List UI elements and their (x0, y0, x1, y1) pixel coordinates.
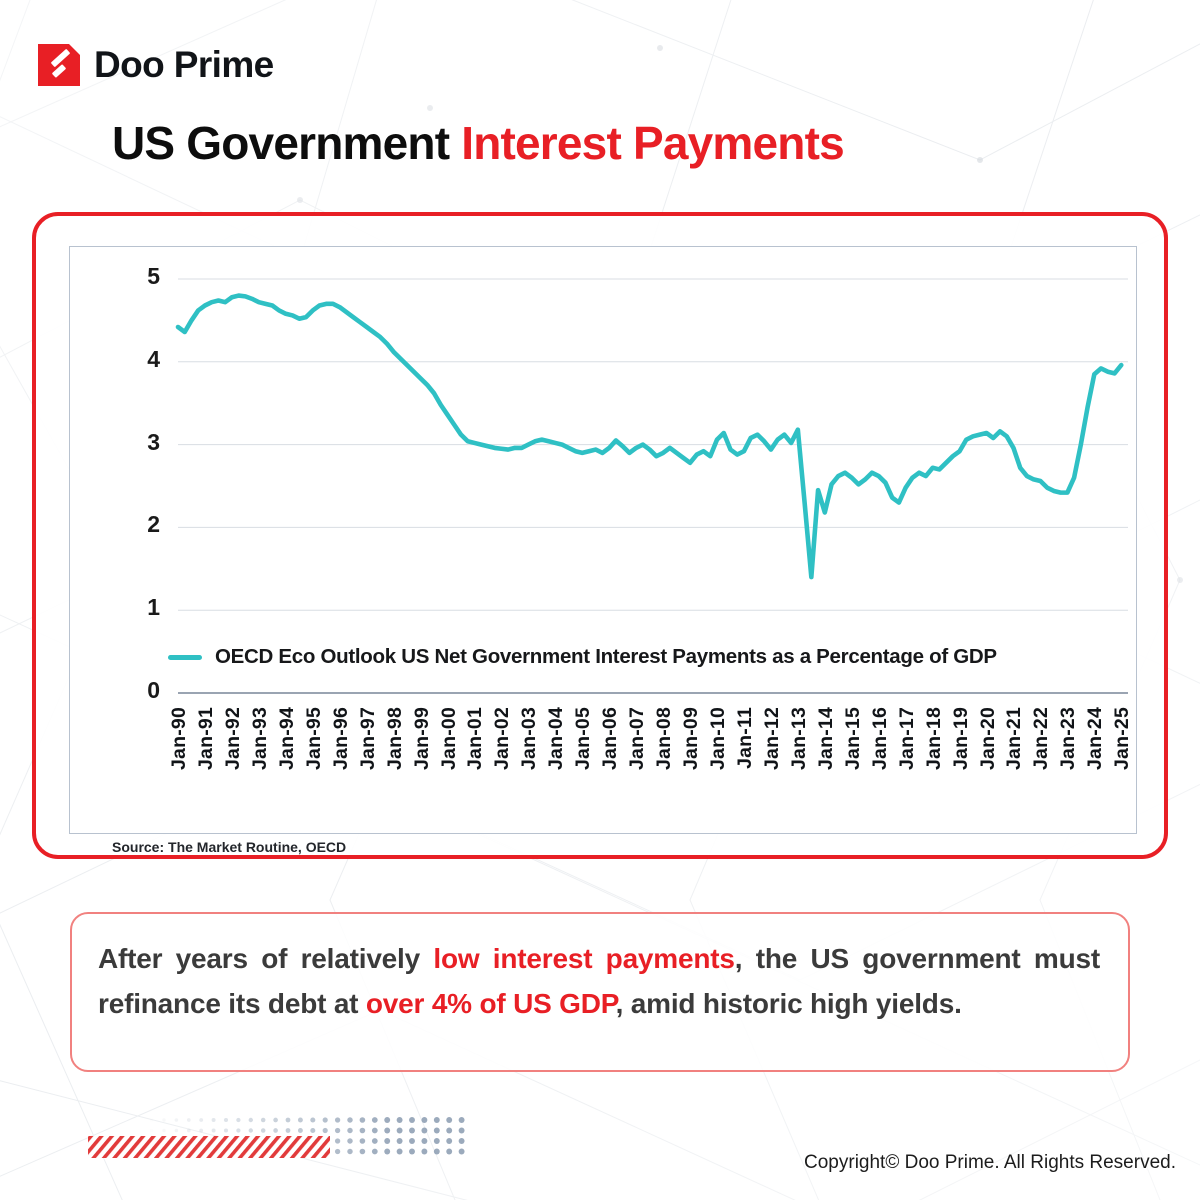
x-tick-jan-94: Jan-94 (275, 707, 298, 770)
x-tick-jan-97: Jan-97 (356, 707, 379, 770)
chart-frame: 0 1 2 3 4 5 OECD Eco Outlook US Net Governmen… (32, 212, 1168, 859)
x-tick-jan-01: Jan-01 (464, 707, 487, 770)
x-tick-jan-92: Jan-92 (221, 707, 244, 770)
title-part-accent: Interest Payments (461, 117, 844, 169)
x-tick-jan-22: Jan-22 (1030, 707, 1053, 770)
caption-box: After years of relatively low interest p… (70, 912, 1130, 1072)
x-tick-jan-20: Jan-20 (976, 707, 999, 770)
caption-highlight-2: over 4% of US GDP (365, 988, 616, 1020)
x-axis-tick-labels: Jan-90 Jan-91 Jan-92 Jan-93 Jan-94 Jan-95 Jan-… (168, 707, 1133, 827)
x-tick-jan-14: Jan-14 (814, 707, 837, 770)
x-tick-jan-23: Jan-23 (1057, 707, 1080, 770)
y-tick-3: 3 (147, 428, 160, 455)
y-tick-2: 2 (147, 511, 160, 538)
x-tick-jan-03: Jan-03 (518, 707, 541, 770)
y-tick-4: 4 (147, 345, 160, 372)
x-tick-jan-13: Jan-13 (787, 707, 810, 770)
x-tick-jan-11: Jan-11 (733, 707, 756, 769)
caption-highlight-1: low interest payments (433, 943, 735, 974)
x-tick-jan-91: Jan-91 (194, 707, 217, 770)
x-tick-jan-95: Jan-95 (302, 707, 325, 770)
footer-copyright: Copyright© Doo Prime. All Rights Reserve… (804, 1152, 1176, 1173)
x-tick-jan-17: Jan-17 (895, 707, 918, 770)
x-tick-jan-15: Jan-15 (841, 707, 864, 770)
y-tick-0: 0 (147, 677, 160, 703)
legend-label-oecd: OECD Eco Outlook US Net Government Inter… (215, 645, 997, 668)
x-tick-jan-10: Jan-10 (707, 707, 729, 770)
series-line-oecd (175, 293, 1124, 580)
x-tick-jan-08: Jan-08 (653, 707, 676, 770)
title-part-primary: US Government (112, 117, 450, 169)
x-tick-jan-02: Jan-02 (491, 707, 514, 770)
page-title: US Government Interest Payments (112, 116, 845, 170)
brand-logo: Doo Prime (38, 44, 274, 86)
x-tick-jan-06: Jan-06 (599, 707, 622, 770)
x-tick-jan-25: Jan-25 (1111, 707, 1134, 770)
x-tick-jan-04: Jan-04 (545, 707, 568, 770)
caption-segment-1: After years of relatively (98, 943, 434, 974)
decorative-stripe-dots (88, 1112, 478, 1170)
x-tick-jan-00: Jan-00 (437, 707, 460, 770)
x-tick-jan-09: Jan-09 (680, 707, 703, 770)
chart-card: 0 1 2 3 4 5 OECD Eco Outlook US Net Governmen… (69, 246, 1138, 855)
x-tick-jan-07: Jan-07 (626, 707, 649, 770)
x-tick-jan-05: Jan-05 (572, 707, 595, 770)
chart-legend: OECD Eco Outlook US Net Government Inter… (168, 645, 997, 669)
brand-name: Doo Prime (94, 44, 274, 85)
x-tick-jan-24: Jan-24 (1084, 707, 1107, 770)
plot-area: 0 1 2 3 4 5 OECD Eco Outlook US Net Governmen… (70, 247, 1138, 835)
chart-source-bar: Source: The Market Routine, OECD (103, 839, 1171, 865)
x-tick-jan-16: Jan-16 (868, 707, 891, 770)
y-tick-5: 5 (147, 263, 160, 289)
legend-line-swatch (168, 654, 202, 660)
chart-source-text: Source: The Market Routine, OECD (112, 839, 347, 855)
x-tick-jan-21: Jan-21 (1003, 707, 1026, 770)
x-tick-jan-93: Jan-93 (248, 707, 271, 770)
x-tick-jan-99: Jan-99 (410, 707, 433, 770)
y-tick-1: 1 (147, 594, 160, 621)
doo-prime-mark-icon (38, 44, 80, 86)
caption-segment-3: , amid historic high yields. (615, 988, 962, 1020)
x-tick-jan-90: Jan-90 (168, 707, 190, 770)
x-tick-jan-96: Jan-96 (329, 707, 352, 770)
caption-text: After years of relatively low interest p… (98, 936, 1100, 1027)
x-tick-jan-18: Jan-18 (922, 707, 945, 770)
x-tick-jan-19: Jan-19 (949, 707, 972, 770)
x-tick-jan-12: Jan-12 (760, 707, 783, 770)
x-tick-jan-98: Jan-98 (383, 707, 406, 770)
